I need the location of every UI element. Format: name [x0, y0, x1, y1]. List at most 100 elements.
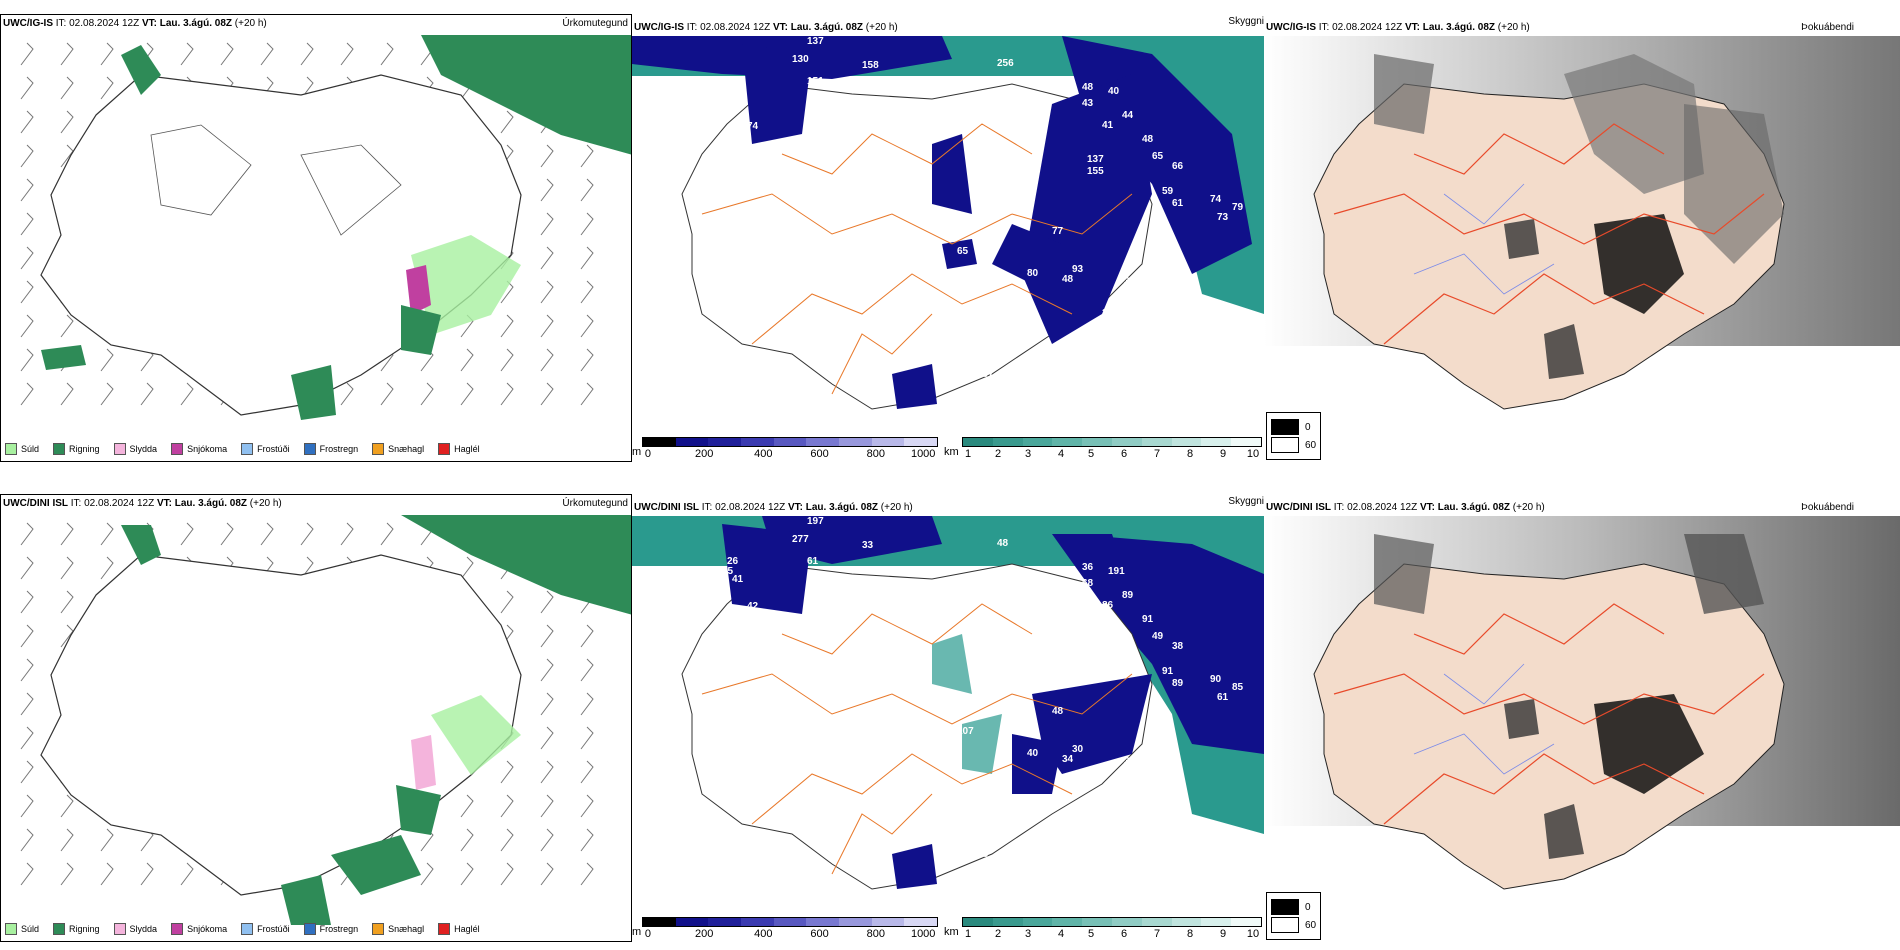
tick-label: 10 — [1246, 928, 1260, 940]
wind-barb — [540, 828, 554, 852]
wind-barb — [60, 828, 74, 852]
wind-barb — [540, 658, 554, 682]
wind-barb — [60, 314, 74, 338]
wind-barb — [20, 828, 34, 852]
wind-barb — [540, 348, 554, 372]
wind-barb — [20, 760, 34, 784]
tick-label: 600 — [810, 928, 829, 940]
tick-label: 200 — [694, 448, 714, 460]
wind-barb — [340, 42, 354, 66]
legend-item: Slydda — [113, 443, 157, 455]
cloud-base-value: 97 — [1087, 646, 1099, 657]
wind-barb — [500, 110, 514, 134]
tick-label: 0 — [644, 928, 651, 940]
tick-label: 6 — [1120, 928, 1128, 940]
wind-barb — [580, 624, 594, 648]
wind-barb — [580, 246, 594, 270]
legend-swatch — [5, 443, 17, 455]
wind-barb — [460, 794, 474, 818]
wind-barb — [300, 522, 314, 546]
cloud-base-value: 74 — [1210, 194, 1222, 205]
cloud-panel-1: UWC/IG-IS IT: 02.08.2024 12Z VT: Lau. 3.… — [632, 14, 1264, 462]
wind-barb — [380, 42, 394, 66]
wind-barb — [580, 794, 594, 818]
legend-item: Frostregn — [303, 443, 358, 455]
cloud-base-value: 6 — [722, 86, 728, 97]
wind-barb — [100, 382, 114, 406]
wind-barb — [20, 624, 34, 648]
legend-swatch — [5, 923, 17, 935]
panel-type-label: Úrkomutegund — [562, 18, 628, 29]
legend-swatch — [171, 923, 184, 935]
height-colorbar: 0 200 400 600 800 1000 — [642, 917, 938, 941]
wind-barb — [60, 522, 74, 546]
legend-swatch — [53, 443, 66, 455]
fog-legend-row: 0 — [1271, 899, 1316, 915]
tick-label: 2 — [994, 928, 1002, 940]
cloud-base-value: 61 — [807, 556, 819, 567]
cloud-base-value: 91 — [1162, 666, 1174, 677]
cloud-base-value: 28 — [972, 402, 984, 413]
tick-label: 7 — [1153, 928, 1161, 940]
precip-panel-1: UWC/IG-IS IT: 02.08.2024 12Z VT: Lau. 3.… — [0, 14, 632, 462]
wind-barb — [180, 862, 194, 886]
cloud-base-value: 33 — [862, 540, 874, 551]
cloud-base-value: 79 — [1232, 202, 1244, 213]
wind-barb — [60, 590, 74, 614]
wind-barb — [100, 76, 114, 100]
fog-map — [1264, 36, 1900, 410]
cloud-base-value: 22 — [1102, 788, 1114, 799]
wind-barb — [140, 382, 154, 406]
wind-barb — [540, 692, 554, 716]
wind-barb — [540, 212, 554, 236]
cloud-base-value: 74 — [747, 121, 759, 132]
cloud-base-value: 42 — [747, 601, 759, 612]
wind-barb — [580, 760, 594, 784]
wind-barb — [180, 42, 194, 66]
wind-barb — [60, 382, 74, 406]
wind-barb — [60, 794, 74, 818]
cloud-base-value: 107 — [977, 369, 994, 380]
cloud-base-value: 34 — [1117, 294, 1129, 305]
legend-item: Rigning — [53, 443, 100, 455]
panel-type-label: Skyggni — [1228, 16, 1264, 27]
panel-type-label: Úrkomutegund — [562, 498, 628, 509]
wind-barb — [180, 382, 194, 406]
fog-swatch — [1271, 419, 1299, 435]
cloud-base-value: 44 — [1122, 110, 1134, 121]
height-unit: m — [632, 926, 642, 938]
cloud-base-value: 106 — [992, 664, 1009, 675]
wind-barb — [580, 178, 594, 202]
wind-barb — [20, 590, 34, 614]
wind-barb — [20, 280, 34, 304]
wind-barb — [540, 862, 554, 886]
wind-barb — [220, 42, 234, 66]
wind-barb — [460, 382, 474, 406]
legend-swatch — [53, 923, 66, 935]
tick-label: 1 — [964, 448, 972, 460]
wind-barb — [380, 382, 394, 406]
wind-barb — [100, 556, 114, 580]
cloud-base-value: 107 — [957, 726, 974, 737]
tick-label: 200 — [694, 928, 714, 940]
cloud-base-value: 26 — [727, 556, 739, 567]
legend-item: Frostúði — [241, 443, 290, 455]
wind-barb — [540, 280, 554, 304]
cloud-base-value: 89 — [1172, 678, 1184, 689]
wind-barb — [540, 144, 554, 168]
vis-unit: km — [944, 446, 959, 458]
height-unit: m — [632, 446, 642, 458]
wind-barb — [300, 42, 314, 66]
tick-label: 1 — [964, 928, 972, 940]
wind-barb — [500, 794, 514, 818]
legend-swatch — [372, 923, 385, 935]
tick-label: 8 — [1186, 448, 1194, 460]
wind-barb — [20, 658, 34, 682]
cloud-base-value: 49 — [1152, 631, 1164, 642]
panel-header: UWC/IG-IS IT: 02.08.2024 12Z VT: Lau. 3.… — [1266, 22, 1530, 33]
wind-barb — [580, 212, 594, 236]
wind-barb — [580, 314, 594, 338]
fog-swatch — [1271, 437, 1299, 453]
legend-item: Haglél — [438, 443, 480, 455]
wind-barb — [540, 794, 554, 818]
